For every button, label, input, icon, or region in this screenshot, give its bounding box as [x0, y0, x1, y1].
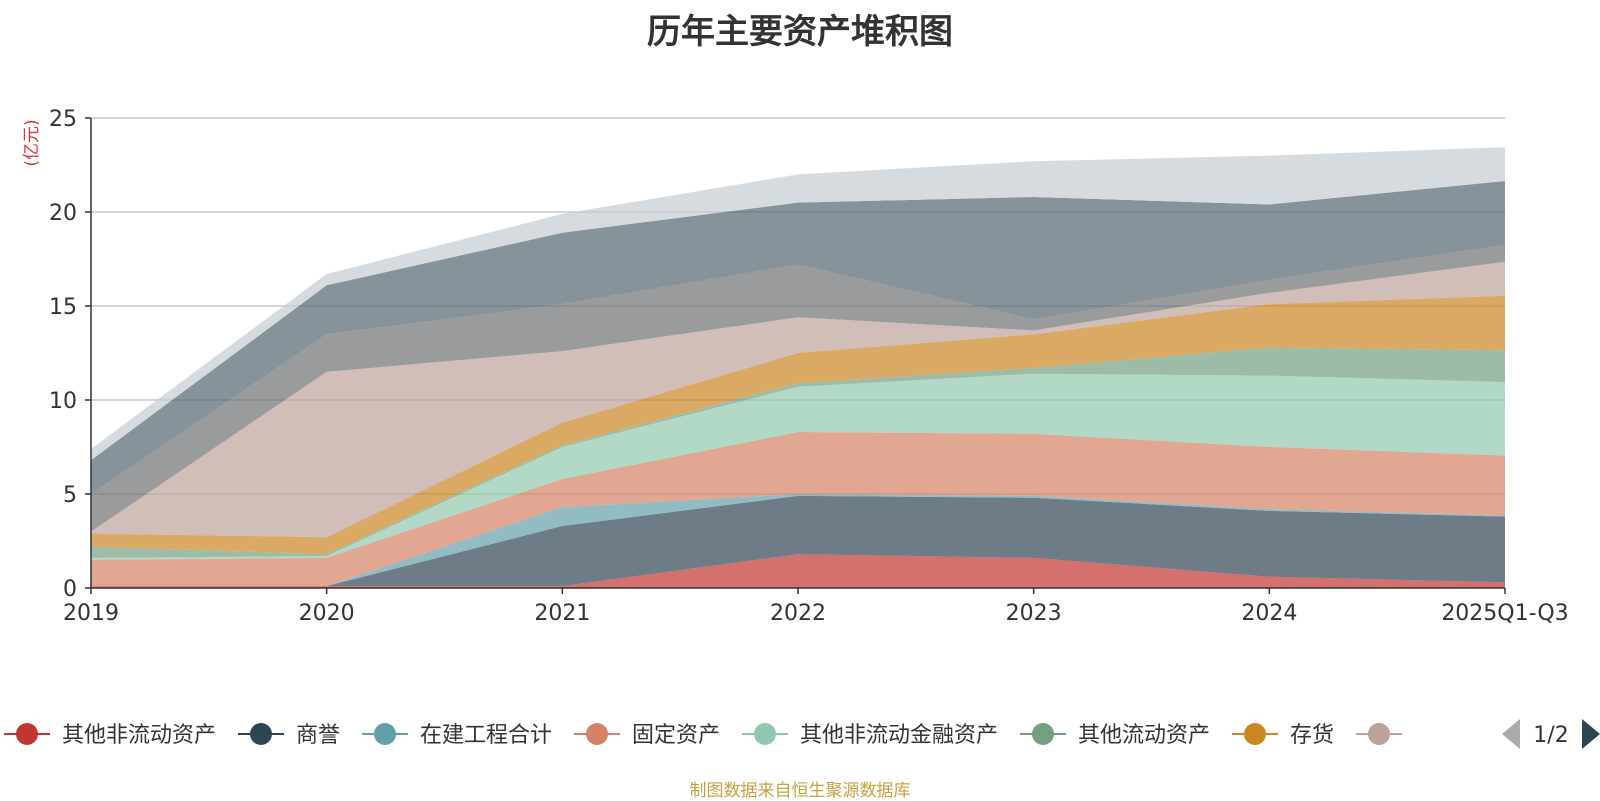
legend-marker-1: [250, 723, 272, 745]
legend-marker-4: [754, 723, 776, 745]
area-series-0: [91, 554, 1505, 588]
y-tick-label-0: 0: [63, 577, 77, 602]
legend-item-3[interactable]: 固定资产: [574, 723, 720, 748]
legend-label-3: 固定资产: [632, 723, 720, 748]
legend-marker-2: [374, 723, 396, 745]
y-tick-label-4: 20: [49, 201, 77, 226]
y-tick-label-2: 10: [49, 389, 77, 414]
area-series-5: [91, 347, 1505, 558]
legend-item-5[interactable]: 其他流动资产: [1020, 723, 1210, 748]
legend-label-1: 商誉: [296, 723, 340, 748]
legend-label-5: 其他流动资产: [1078, 723, 1210, 748]
legend-item-0[interactable]: 其他非流动资产: [4, 723, 216, 748]
area-series: [91, 147, 1505, 588]
legend-marker-5: [1032, 723, 1054, 745]
area-series-1: [91, 495, 1505, 587]
legend-item-2[interactable]: 在建工程合计: [362, 723, 552, 748]
legend-item-7[interactable]: [1356, 723, 1402, 745]
x-tick-label-5: 2024: [1241, 601, 1297, 626]
legend-pager: 1/2: [1502, 719, 1600, 749]
area-series-6: [91, 295, 1505, 555]
legend-prev-page-icon[interactable]: [1502, 719, 1520, 749]
y-tick-label-3: 15: [49, 295, 77, 320]
legend-next-page-icon[interactable]: [1582, 719, 1600, 749]
legend-marker-6: [1244, 723, 1266, 745]
legend-label-6: 存货: [1290, 723, 1334, 748]
area-series-8: [91, 244, 1505, 532]
y-tick-label-5: 25: [49, 107, 77, 132]
legend-marker-7: [1368, 723, 1390, 745]
x-tick-label-3: 2022: [770, 601, 826, 626]
legend-page-indicator: 1/2: [1533, 723, 1568, 748]
x-tick-label-1: 2020: [299, 601, 355, 626]
chart-title: 历年主要资产堆积图: [647, 12, 953, 52]
data-source-note: 制图数据来自恒生聚源数据库: [689, 781, 911, 801]
legend-item-4[interactable]: 其他非流动金融资产: [742, 723, 998, 748]
x-tick-label-4: 2023: [1006, 601, 1062, 626]
y-tick-label-1: 5: [63, 483, 77, 508]
legend-item-1[interactable]: 商誉: [238, 723, 340, 748]
legend-marker-3: [586, 723, 608, 745]
legend-label-4: 其他非流动金融资产: [800, 723, 998, 748]
area-series-4: [91, 373, 1505, 560]
y-axis-unit-label: (亿元): [22, 119, 42, 166]
legend-label-2: 在建工程合计: [420, 723, 552, 748]
legend-label-0: 其他非流动资产: [62, 723, 216, 748]
axes: 0 5 10 15 20 25 2019 2020 2021 2022 2023 2024 2025Q1…: [22, 107, 1569, 626]
area-series-9: [91, 181, 1505, 494]
x-tick-label-0: 2019: [63, 601, 119, 626]
x-tick-label-6: 2025Q1-Q3: [1441, 601, 1568, 626]
area-series-7: [91, 261, 1505, 538]
legend-item-6[interactable]: 存货: [1232, 723, 1334, 748]
area-series-10: [91, 147, 1505, 461]
legend[interactable]: 其他非流动资产 商誉 在建工程合计 固定资产 其他非流动金融资产 其他流动资产 存货 1/2: [4, 719, 1600, 749]
area-series-3: [91, 432, 1505, 587]
legend-marker-0: [16, 723, 38, 745]
x-tick-label-2: 2021: [534, 601, 590, 626]
